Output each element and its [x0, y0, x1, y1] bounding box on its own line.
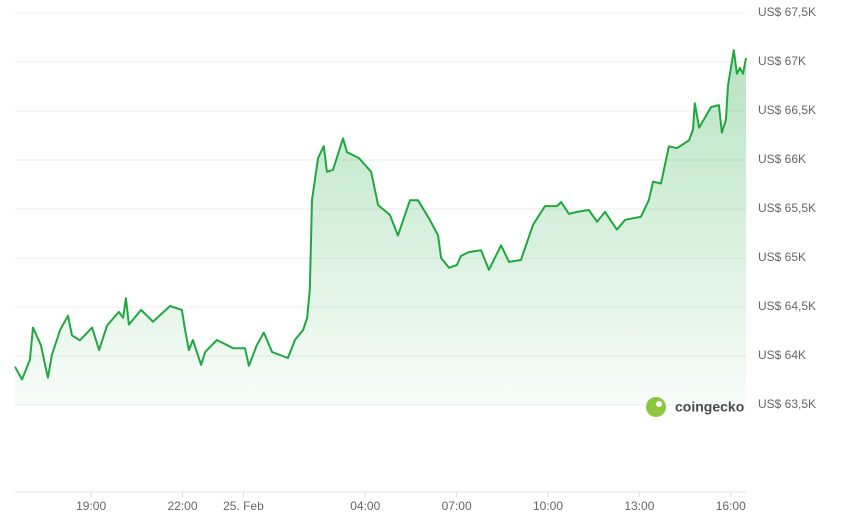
y-tick-label: US$ 65K — [758, 250, 806, 264]
logo-eye — [656, 401, 662, 407]
y-tick-label: US$ 64,5K — [758, 299, 816, 313]
y-tick-label: US$ 66K — [758, 152, 806, 166]
y-tick-label: US$ 63,5K — [758, 397, 816, 411]
y-tick-label: US$ 67K — [758, 54, 806, 68]
logo — [646, 397, 666, 417]
area-fill — [15, 50, 746, 405]
y-tick-label: US$ 64K — [758, 348, 806, 362]
price-line — [14, 49, 747, 381]
x-tick-label: 25. Feb — [223, 499, 264, 513]
plot — [14, 49, 747, 405]
labels: US$ 63,5K US$ 64K US$ 64,5K US$ 65K US$ 65,5… — [76, 5, 816, 513]
x-tick-label: 10:00 — [533, 499, 563, 513]
x-tick-label: 22:00 — [168, 499, 198, 513]
x-tick-label: 16:00 — [716, 499, 746, 513]
x-tick-label: 13:00 — [624, 499, 654, 513]
y-tick-label: US$ 67,5K — [758, 5, 816, 19]
watermark: coingecko — [646, 397, 744, 417]
x-tick-label: 07:00 — [442, 499, 472, 513]
y-tick-label: US$ 66,5K — [758, 103, 816, 117]
x-tick-label: 19:00 — [76, 499, 106, 513]
x-tick-label: 04:00 — [350, 499, 380, 513]
y-tick-label: US$ 65,5K — [758, 201, 816, 215]
watermark-text: coingecko — [675, 399, 744, 415]
